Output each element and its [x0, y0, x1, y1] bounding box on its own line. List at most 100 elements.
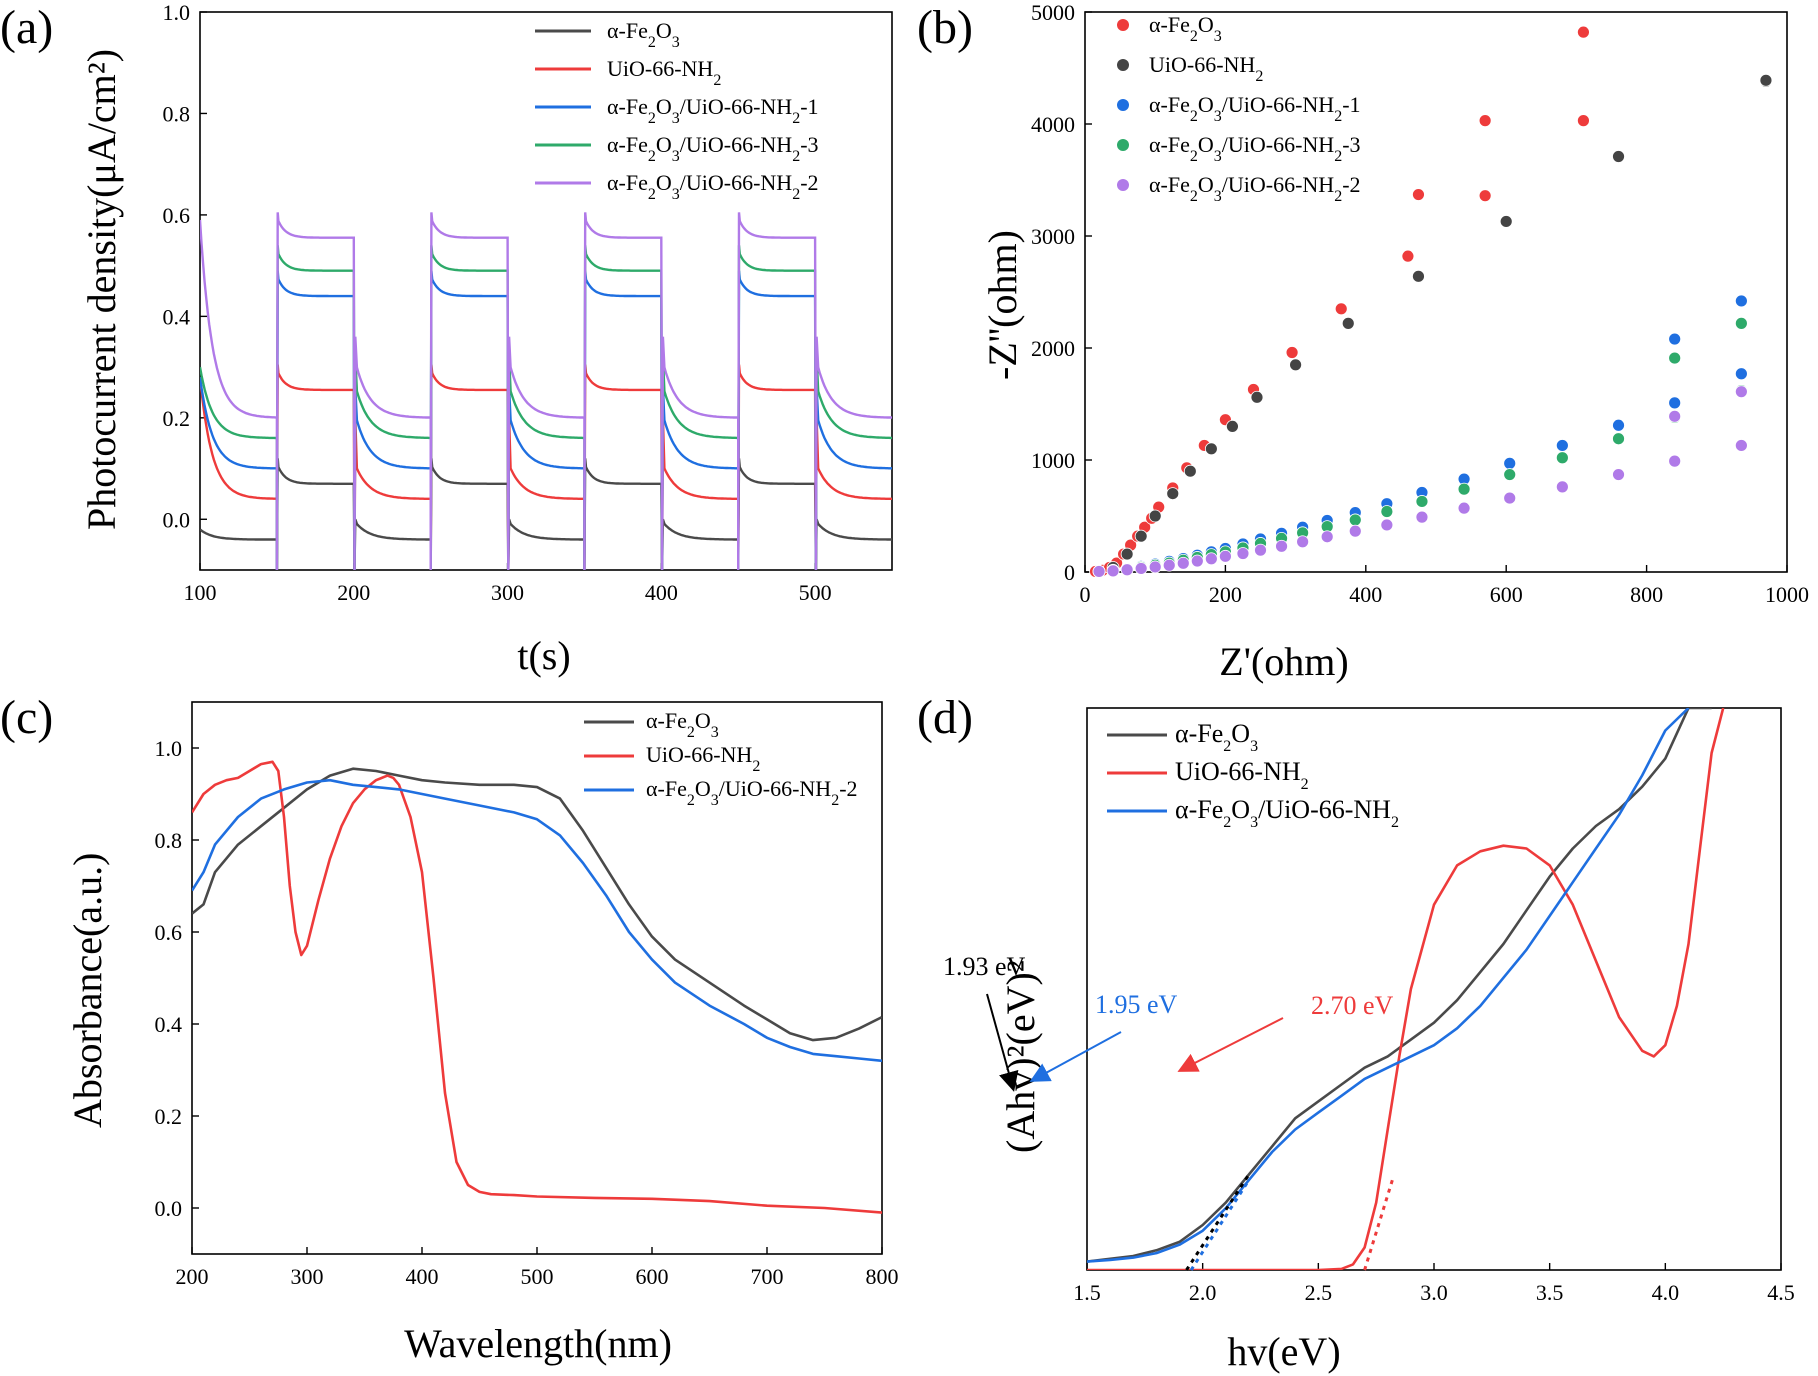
x-tick-label: 2.0	[1189, 1280, 1217, 1305]
xlabel-c: Wavelength(nm)	[404, 1321, 672, 1366]
series-line-5	[200, 212, 892, 570]
data-point-s5	[1275, 539, 1288, 553]
data-point-s3	[1503, 456, 1517, 470]
legend-marker-2	[1117, 59, 1129, 71]
data-point-s1	[1334, 302, 1348, 316]
data-point-s4	[1734, 316, 1748, 330]
tangent-line-3	[1363, 1179, 1394, 1271]
data-point-s5	[1162, 558, 1176, 572]
data-point-s4	[1380, 505, 1394, 518]
panel-label-a: (a)	[0, 1, 54, 54]
panel-d: (d) (Ahv)²(eV)² hv(eV) 1.5 2.0 2.5 3.0 3.5 4.…	[909, 688, 1818, 1376]
legend-label-2: UiO-66-NH2	[607, 56, 721, 89]
x-tick-label: 400	[406, 1264, 439, 1289]
legend-label-3: α-Fe2O3/UiO-66-NH2-1	[607, 94, 819, 127]
data-point-s5	[1668, 409, 1682, 423]
data-point-s5	[1415, 510, 1429, 524]
legend-label-3: α-Fe2O3/UiO-66-NH2-1	[1149, 92, 1361, 125]
xlabel-a: t(s)	[517, 633, 571, 678]
legend-marker-1	[1117, 19, 1129, 31]
annotation-label-2: 1.95 eV	[1095, 990, 1178, 1019]
data-point-s2	[1759, 73, 1773, 87]
x-tick-label: 600	[636, 1264, 669, 1289]
series-line-3	[200, 270, 892, 570]
data-point-s5	[1296, 535, 1310, 549]
data-point-s2	[1120, 547, 1134, 561]
y-tick-label: 1.0	[155, 736, 183, 761]
data-point-s2	[1289, 358, 1303, 372]
y-tick-label: 1.0	[163, 0, 191, 25]
x-tick-label: 3.0	[1420, 1280, 1448, 1305]
series-line-2	[192, 760, 882, 1214]
tangent-line-2	[1189, 1179, 1251, 1271]
data-point-s5	[1218, 549, 1232, 563]
legend-marker-3	[1117, 99, 1129, 111]
y-tick-label: 0	[1064, 560, 1075, 585]
data-point-s5	[1734, 385, 1748, 399]
y-tick-label: 0.6	[155, 920, 183, 945]
data-point-s1	[1577, 114, 1590, 128]
xlabel-b: Z'(ohm)	[1219, 639, 1349, 684]
chart-b: 0 200 400 600 800 1000 0 1000 2000 3000 4000 5000 α-…	[1031, 0, 1809, 607]
panel-b: (b) -Z''(ohm) Z'(ohm) 0 200 400 600 800 1000 0…	[909, 0, 1818, 688]
data-point-s3	[1555, 439, 1569, 452]
data-point-s2	[1499, 215, 1513, 228]
x-tick-label: 100	[184, 580, 217, 605]
x-tick-label: 3.5	[1536, 1280, 1564, 1305]
panel-c: (c) Absorbance(a.u.) Wavelength(nm) 200 3…	[0, 688, 909, 1376]
legend-label-3: α-Fe2O3/UiO-66-NH2-2	[646, 776, 858, 809]
plot-frame	[1084, 11, 1788, 573]
data-point-s5	[1612, 468, 1625, 481]
series-line-2	[200, 364, 892, 570]
data-point-s2	[1134, 529, 1148, 543]
y-tick-label: 0.4	[163, 304, 191, 329]
x-tick-label: 500	[799, 580, 832, 605]
data-point-s3	[1734, 367, 1748, 381]
data-point-s4	[1415, 495, 1429, 508]
series-line-1	[192, 767, 882, 1042]
legend-label-1: α-Fe2O3	[646, 708, 719, 741]
data-point-s1	[1401, 249, 1415, 263]
tangent-line-1	[1185, 1173, 1251, 1271]
plot-frame	[199, 11, 893, 571]
xlabel-d: hv(eV)	[1227, 1329, 1341, 1374]
y-tick-label: 0.0	[163, 507, 191, 532]
data-point-s4	[1612, 432, 1625, 446]
data-point-s5	[1668, 454, 1682, 468]
data-point-s4	[1348, 513, 1362, 527]
data-point-s2	[1341, 316, 1355, 330]
legend-label-3: α-Fe2O3/UiO-66-NH2	[1175, 795, 1399, 831]
x-tick-label: 700	[751, 1264, 784, 1289]
x-tick-label: 600	[1490, 582, 1523, 607]
data-point-s3	[1668, 396, 1682, 410]
data-point-s5	[1092, 565, 1106, 578]
x-tick-label: 200	[176, 1264, 209, 1289]
chart-d: 1.5 2.0 2.5 3.0 3.5 4.0 4.5 1.93 eV 1.95 eV 2.70 …	[943, 707, 1795, 1305]
data-point-s5	[1254, 543, 1267, 557]
series-line-4	[200, 245, 892, 570]
y-tick-label: 0.2	[155, 1104, 183, 1129]
series-line-3	[192, 778, 882, 1063]
data-point-s4	[1668, 351, 1682, 365]
x-tick-label: 200	[1209, 582, 1242, 607]
data-point-s5	[1320, 530, 1334, 544]
data-point-s2	[1148, 509, 1162, 523]
data-point-s5	[1190, 554, 1204, 568]
legend-label-2: UiO-66-NH2	[1149, 52, 1263, 85]
annotation-arrow-1	[986, 993, 1019, 1092]
y-tick-label: 0.4	[155, 1012, 183, 1037]
data-point-s2	[1250, 390, 1264, 404]
data-point-s5	[1106, 564, 1120, 578]
series-line-1	[200, 458, 892, 570]
x-tick-label: 0	[1080, 582, 1091, 607]
data-point-s1	[1412, 188, 1425, 201]
data-point-s5	[1734, 439, 1748, 452]
series-line-1	[1087, 708, 1712, 1263]
legend-label-5: α-Fe2O3/UiO-66-NH2-2	[1149, 172, 1361, 205]
plot-frame	[1086, 707, 1782, 1271]
y-tick-label: 1000	[1031, 448, 1075, 473]
x-tick-label: 2.5	[1305, 1280, 1333, 1305]
data-point-s4	[1503, 468, 1517, 481]
legend-label-1: α-Fe2O3	[1149, 12, 1222, 45]
data-point-s5	[1380, 518, 1394, 532]
